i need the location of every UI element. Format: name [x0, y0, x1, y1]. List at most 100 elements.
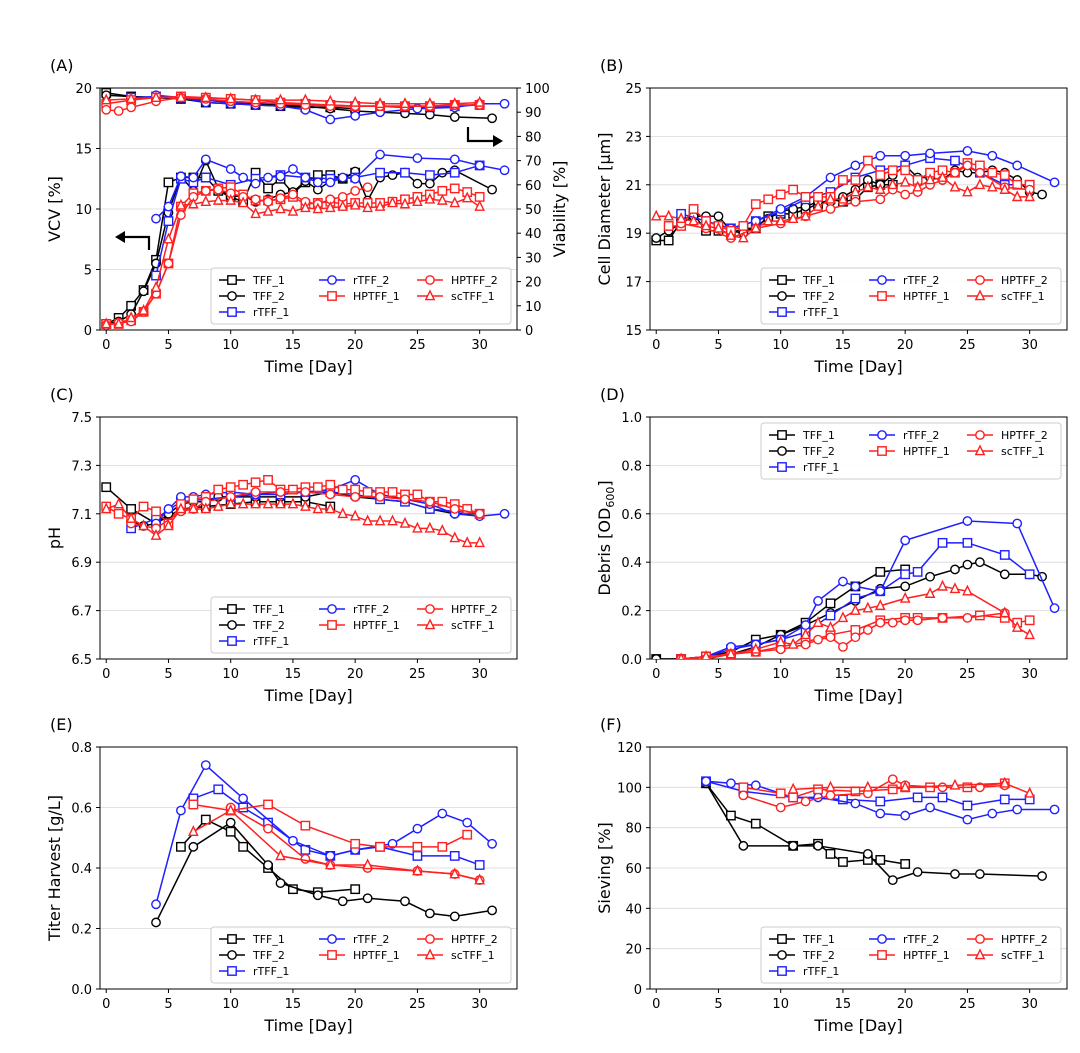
- chart-C-legend-box: [210, 596, 512, 654]
- chart-A-legend-marker-tff-1: [227, 275, 237, 285]
- chart-D-x-tick-label: 20: [897, 667, 914, 682]
- chart-A-point-sctff-1: [349, 198, 361, 210]
- chart-C-point-hptff-2: [300, 487, 311, 497]
- chart-C-point-hptff-1: [288, 484, 298, 495]
- chart-D-x-tick-label: 25: [959, 667, 976, 682]
- chart-D-point-tff-1: [825, 598, 836, 609]
- chart-D-legend-label-sctff-1: scTFF_1: [1001, 445, 1045, 458]
- chart-F-point-sctff-1: [1024, 786, 1035, 798]
- chart-F-point-tff-2: [862, 848, 873, 859]
- chart-F-point-tff-2: [1037, 871, 1048, 881]
- chart-A-point-hptff-2: [163, 258, 174, 269]
- chart-F-point-hptff-2: [800, 796, 811, 807]
- chart-B-point-hptff-1: [987, 167, 998, 178]
- chart-A-legend-label-rtff-1: rTFF_1: [253, 306, 289, 319]
- chart-A-series-line-rtff-1: [155, 164, 480, 276]
- chart-B-legend-marker-sctff-1: [974, 289, 986, 301]
- chart-C-point-hptff-1: [337, 484, 348, 495]
- chart-F-y-tick-label: 80: [625, 822, 642, 837]
- chart-C-y-tick-label: 7.1: [71, 508, 92, 523]
- panel-E: 0 5 10 15 20 25 30 0.0 0.2 0.4 0.6 0.8 (E) Time [Day]…: [45, 715, 518, 1035]
- chart-D-point-rtff-1: [900, 569, 911, 580]
- chart-B-point-sctff-1: [800, 209, 811, 221]
- chart-D-point-rtff-2: [850, 581, 861, 592]
- chart-C-legend-label-tff-2: TFF_2: [252, 619, 285, 632]
- chart-D-point-hptff-2: [887, 617, 898, 628]
- chart-D-point-sctff-1: [850, 604, 861, 615]
- chart-A-point-rtff-2: [412, 153, 423, 164]
- chart-B-legend-label-tff-2: TFF_2: [802, 290, 835, 303]
- chart-E-point-sctff-1: [449, 867, 461, 879]
- chart-A-point-rtff-2: [250, 178, 261, 189]
- chart-A-point-hptff-2: [213, 184, 224, 195]
- chart-C-point-sctff-1: [436, 524, 448, 536]
- chart-F-point-hptff-2: [937, 782, 948, 793]
- chart-A-y2-tick-label: 30: [525, 251, 542, 266]
- chart-B-x-axis-label: Time [Day]: [813, 357, 902, 376]
- chart-A-point-sctff-1-viability: [200, 91, 212, 102]
- chart-C-point-hptff-1: [188, 494, 199, 505]
- chart-A-x-tick-label: 5: [164, 338, 172, 353]
- chart-A-point-sctff-1-viability: [100, 93, 112, 105]
- chart-C-point-sctff-1: [100, 502, 112, 514]
- chart-C-point-sctff-1: [337, 507, 349, 519]
- chart-C-point-sctff-1: [312, 502, 324, 514]
- chart-F-x-tick-label: 30: [1021, 997, 1038, 1012]
- chart-C-point-hptff-2: [250, 487, 261, 497]
- chart-F-legend-label-tff-1: TFF_1: [802, 933, 835, 946]
- chart-D-point-rtff-1: [850, 593, 861, 604]
- chart-B-point-sctff-1: [862, 180, 874, 192]
- chart-C-series-group: [100, 475, 510, 548]
- chart-E-y-tick-label: 0.8: [71, 741, 92, 756]
- chart-E-y-tick-label: 0.2: [71, 923, 92, 938]
- chart-A-point-sctff-1: [436, 193, 448, 205]
- chart-F-series-group: [701, 774, 1060, 885]
- chart-F-legend-label-hptff-1: HPTFF_1: [903, 949, 950, 962]
- chart-D-point-sctff-1: [787, 637, 799, 649]
- chart-A-point-sctff-1: [150, 281, 162, 292]
- chart-D-point-sctff-1: [725, 647, 737, 659]
- chart-C-x-tick-label: 0: [102, 667, 110, 682]
- chart-B-point-hptff-1: [663, 221, 674, 231]
- chart-B-point-tff-1: [663, 235, 674, 246]
- chart-E-series-line-sctff-1: [192, 809, 480, 881]
- chart-B-y-tick-label: 17: [625, 276, 642, 291]
- chart-B-point-hptff-2: [850, 196, 861, 207]
- chart-E-point-hptff-1: [300, 820, 311, 831]
- chart-B-point-sctff-1: [986, 180, 998, 192]
- chart-D-legend: TFF_1 TFF_2 rTFF_1 rTFF_2 HPTFF_1 HPTFF_2 scTF…: [760, 422, 1062, 480]
- chart-A-point-sctff-1: [113, 317, 124, 329]
- chart-A-point-sctff-1: [474, 199, 485, 211]
- chart-A-point-sctff-1-viability: [300, 93, 311, 105]
- chart-D-point-hptff-1: [1024, 615, 1035, 626]
- chart-D-legend-label-hptff-2: HPTFF_2: [1001, 429, 1048, 442]
- chart-E-legend-label-rtff-2: rTFF_2: [353, 933, 389, 946]
- chart-D-y-tick-label: 0.8: [621, 459, 642, 474]
- chart-F-x-tick-label: 5: [714, 997, 722, 1012]
- chart-A-point-hptff-2: [350, 185, 361, 196]
- chart-A-x-tick-label: 0: [102, 338, 110, 353]
- chart-C-legend-marker-tff-2: [227, 620, 237, 630]
- chart-D-legend-marker-sctff-1: [974, 444, 986, 456]
- panel-A: 0 5 10 15 20 25 30 0 5 10 15 20 0 10 20 30 40 50 60 70 80 90 1…: [45, 56, 569, 376]
- chart-B-point-hptff-1: [838, 175, 848, 185]
- chart-F-point-tff-1: [875, 855, 886, 865]
- chart-F-point-rtff-2: [726, 778, 736, 789]
- chart-E-legend-box: [210, 926, 512, 984]
- chart-B-point-sctff-1: [750, 221, 762, 233]
- chart-F-point-tff-2: [950, 869, 960, 879]
- chart-A-y2-tick-label: 100: [525, 82, 550, 97]
- chart-D-point-tff-2: [999, 569, 1010, 580]
- chart-D-y-tick-label: 0.6: [621, 508, 642, 523]
- chart-A-legend-label-hptff-2: HPTFF_2: [451, 274, 498, 287]
- chart-D-point-sctff-1: [775, 635, 787, 647]
- chart-F-legend-label-sctff-1: scTFF_1: [1001, 949, 1045, 962]
- chart-C-y-tick-label: 7.3: [71, 459, 92, 474]
- chart-B-point-hptff-2: [962, 160, 973, 171]
- chart-C-x-tick-label: 10: [222, 667, 239, 682]
- chart-B-x-tick-label: 0: [652, 338, 660, 353]
- chart-E-legend-marker-hptff-1: [327, 950, 337, 960]
- chart-F-point-sctff-1: [949, 778, 961, 790]
- chart-F-legend-marker-rtff-2: [877, 934, 887, 944]
